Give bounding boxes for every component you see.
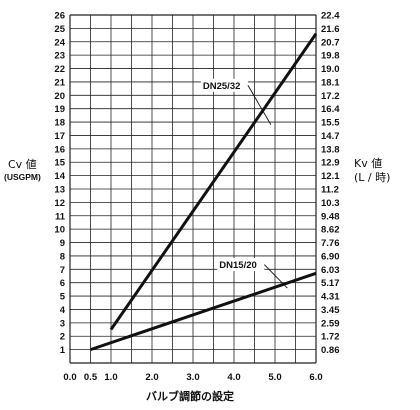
right-tick-label: 6.03 [321,265,340,276]
x-tick-label: 6.0 [309,372,322,383]
x-axis-title: バルブ調節の設定 [146,389,234,403]
x-tick-label: 1.0 [104,372,117,383]
left-tick-label: 23 [54,51,65,62]
series-line-dn25-32 [109,32,318,331]
right-tick-label: 19.0 [321,64,340,75]
right-tick-label: 10.3 [321,198,340,209]
left-tick-label: 7 [60,265,65,276]
right-tick-label: 20.7 [321,37,340,48]
left-tick-label: 6 [60,278,65,289]
series-group: DN25/32 DN15/20 [90,32,318,352]
right-axis-unit: (L / 時) [354,171,390,184]
left-tick-label: 20 [54,91,65,102]
series-label-background [217,258,265,272]
right-tick-label: 3.45 [321,305,340,316]
left-tick-label: 5 [60,292,66,303]
series-label-background [200,78,248,92]
right-tick-label: 9.48 [321,211,340,222]
x-tick-label: 0.0 [63,372,76,383]
left-tick-label: 14 [54,171,65,182]
right-tick-label: 4.31 [321,292,340,303]
left-tick-label: 8 [60,251,65,262]
right-tick-label: 6.90 [321,251,340,262]
left-tick-label: 10 [54,225,65,236]
left-tick-label: 1 [60,345,66,356]
left-axis-unit: (USGPM) [4,172,41,182]
right-tick-label: 15.5 [321,118,340,129]
left-tick-label: 24 [54,37,65,48]
x-tick-label: 0.5 [84,372,98,383]
right-axis-ticks: 0.86 1.72 2.59 3.45 4.31 5.17 6.03 6.90 7.76 8.62… [321,11,340,357]
left-tick-label: 16 [54,144,65,155]
left-axis-ticks: 1234567891011121314151617181920212223242… [54,11,65,357]
left-tick-label: 12 [54,198,65,209]
left-tick-label: 17 [54,131,65,142]
grid [69,14,317,364]
series-line-dn15-20 [90,271,317,352]
left-tick-label: 25 [54,24,65,35]
x-tick-label: 3.0 [186,372,199,383]
right-tick-label: 19.8 [321,51,340,62]
left-tick-label: 19 [54,104,65,115]
series-label-leader [247,85,272,125]
right-tick-label: 18.1 [321,77,340,88]
right-tick-label: 1.72 [321,332,340,343]
left-tick-label: 21 [54,77,65,88]
left-tick-label: 13 [54,185,65,196]
right-tick-label: 2.59 [321,318,340,329]
right-tick-label: 12.1 [321,171,340,182]
right-axis-title: Kv 値 [354,157,382,170]
right-tick-label: 12.9 [321,158,340,169]
left-tick-label: 11 [55,211,66,222]
left-tick-label: 3 [60,318,65,329]
series-label: DN25/32 [203,81,241,92]
right-tick-label: 21.6 [321,24,340,35]
left-tick-label: 15 [54,158,65,169]
left-axis-title: Cv 値 [8,158,37,171]
right-tick-label: 13.8 [321,144,340,155]
right-tick-label: 22.4 [321,11,340,22]
series-label-leader [263,264,288,289]
x-tick-label: 4.0 [227,372,240,383]
x-axis-ticks: 0.0 0.5 1.0 2.0 3.0 4.0 5.0 6.0 [63,372,322,383]
right-tick-label: 11.2 [321,185,339,196]
x-tick-label: 2.0 [145,372,158,383]
right-tick-label: 8.62 [321,225,340,236]
left-tick-label: 22 [54,64,65,75]
right-tick-label: 16.4 [321,104,340,115]
x-tick-label: 5.0 [268,372,281,383]
left-tick-label: 9 [60,238,65,249]
right-tick-label: 0.86 [321,345,340,356]
left-tick-label: 2 [60,332,65,343]
right-tick-label: 17.2 [321,91,340,102]
right-tick-label: 7.76 [321,238,340,249]
left-tick-label: 18 [54,118,65,129]
left-tick-label: 26 [54,11,65,22]
left-tick-label: 4 [60,305,66,316]
right-tick-label: 14.7 [321,131,340,142]
series-label: DN15/20 [219,260,256,271]
right-tick-label: 5.17 [321,278,340,289]
